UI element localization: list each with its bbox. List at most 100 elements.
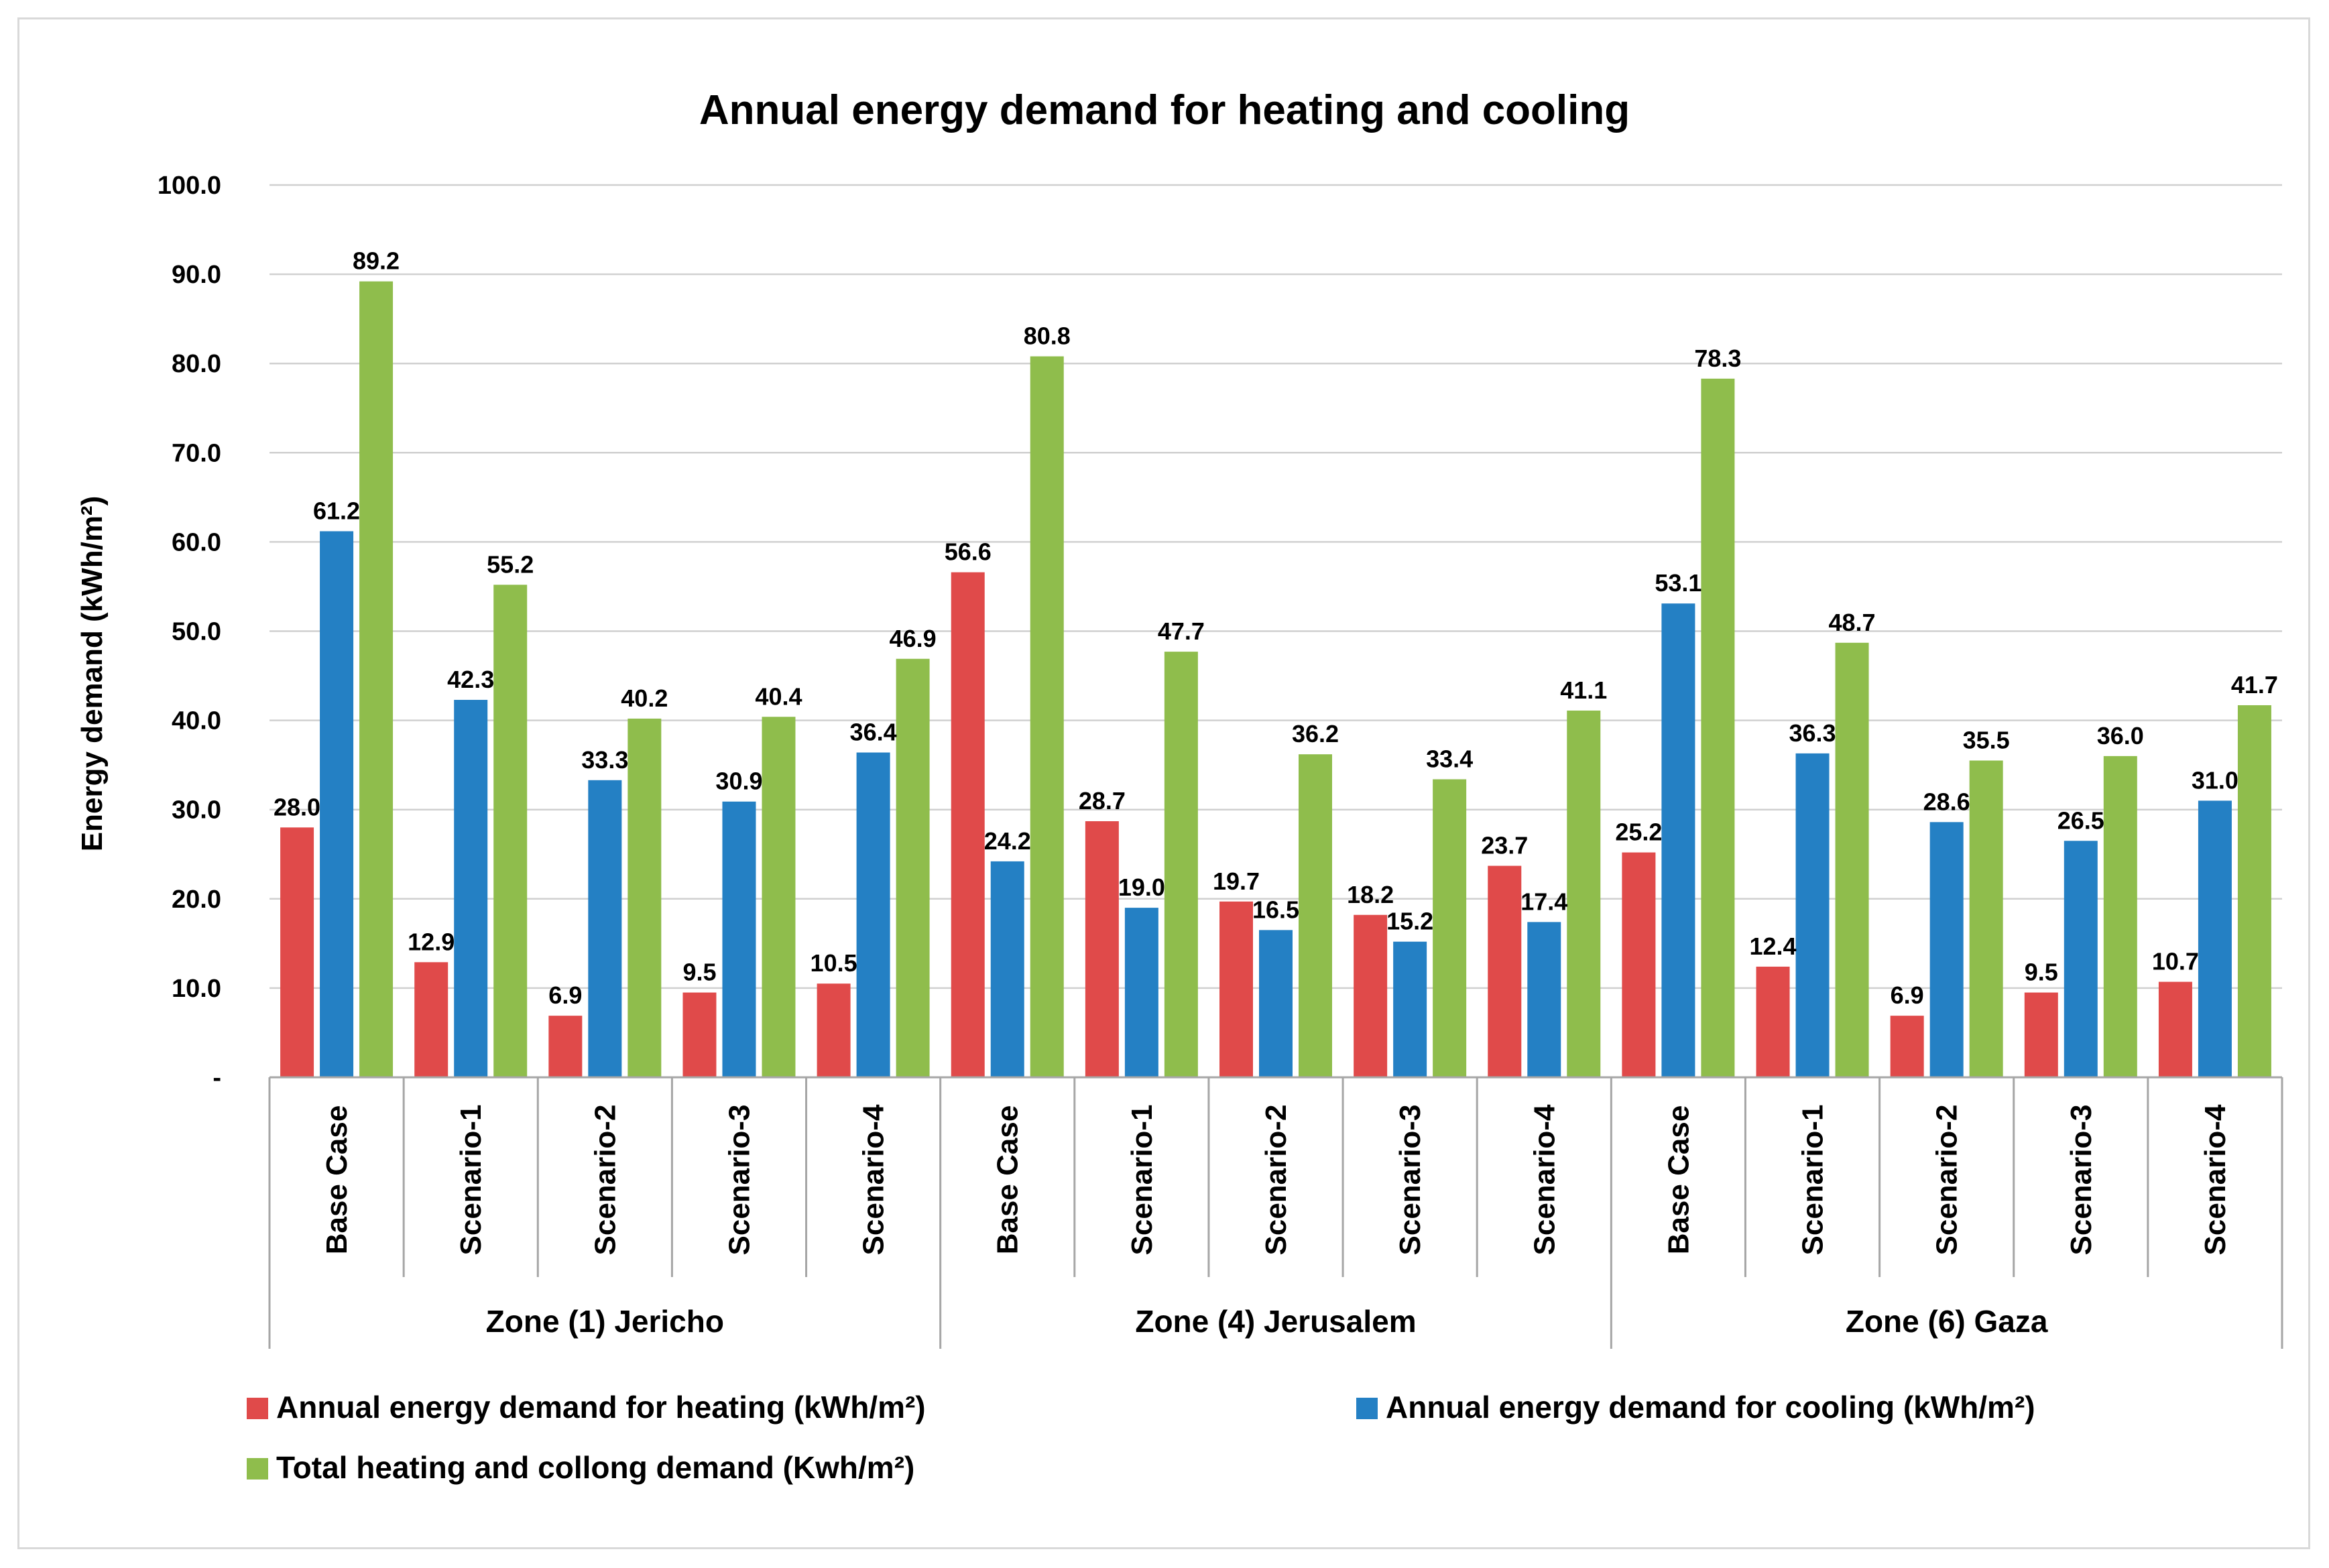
group-label: Zone (1) Jericho (486, 1304, 724, 1339)
bar-total (1433, 779, 1467, 1077)
y-tick-label: 70.0 (172, 439, 221, 467)
legend: Annual energy demand for heating (kWh/m²… (247, 1390, 2035, 1485)
data-label: 78.3 (1694, 345, 1741, 372)
data-label: 36.3 (1789, 719, 1836, 747)
bar-heating (548, 1016, 583, 1077)
bar-heating (2024, 992, 2058, 1077)
x-tick-label: Scenario-2 (1931, 1105, 1964, 1256)
data-label: 24.2 (984, 827, 1031, 855)
data-label: 19.7 (1213, 867, 1260, 895)
y-tick-label: 90.0 (172, 261, 221, 289)
x-tick-label: Scenario-3 (723, 1105, 756, 1256)
data-label: 10.7 (2152, 948, 2199, 975)
bar-heating (1085, 821, 1119, 1077)
bar-cooling (1795, 753, 1830, 1077)
data-label: 36.0 (2097, 722, 2144, 749)
bar-total (1835, 642, 1869, 1077)
data-label: 15.2 (1386, 908, 1433, 935)
bar-heating (951, 572, 985, 1077)
bar-heating (1488, 865, 1522, 1077)
data-label: 16.5 (1252, 896, 1299, 923)
x-tick-label: Scenario-1 (1126, 1105, 1158, 1256)
bar-total (359, 281, 394, 1077)
y-tick-label: 30.0 (172, 796, 221, 825)
bar-cooling (1393, 941, 1427, 1077)
bar-heating (1354, 914, 1388, 1077)
bar-total (1701, 378, 1735, 1077)
bar-cooling (588, 780, 622, 1077)
legend-swatch (1356, 1398, 1378, 1419)
group-label: Zone (4) Jerusalem (1135, 1304, 1416, 1339)
data-label: 33.4 (1426, 745, 1473, 772)
data-labels: 28.0 61.2 89.2 12.9 42.3 55.2 6.9 33.3 40.2 9.5 30… (274, 247, 2278, 1009)
group-label: Zone (6) Gaza (1846, 1304, 2048, 1339)
bar-cooling (454, 699, 488, 1077)
data-label: 33.3 (581, 746, 628, 774)
data-label: 56.6 (945, 538, 992, 566)
data-label: 12.9 (408, 928, 455, 955)
x-tick-label: Scenario-2 (1260, 1105, 1293, 1256)
x-tick-label: Scenario-4 (1528, 1104, 1561, 1256)
data-label: 36.2 (1292, 720, 1339, 747)
data-label: 6.9 (548, 981, 582, 1009)
y-tick-label: 80.0 (172, 350, 221, 378)
legend-label: Annual energy demand for heating (kWh/m²… (276, 1390, 926, 1425)
x-tick-label: Base Case (320, 1105, 353, 1255)
data-label: 9.5 (2025, 959, 2058, 986)
data-label: 19.0 (1118, 873, 1165, 901)
data-label: 12.4 (1749, 932, 1796, 960)
data-label: 46.9 (890, 625, 937, 652)
bar-heating (1219, 901, 1253, 1077)
data-label: 80.8 (1024, 322, 1071, 350)
bar-total (2103, 756, 2137, 1077)
x-tick-label: Scenario-3 (2065, 1105, 2098, 1256)
y-tick-label: 60.0 (172, 528, 221, 556)
bar-cooling (856, 752, 890, 1077)
bar-total (1969, 760, 2003, 1077)
x-tick-label: Scenario-1 (1797, 1105, 1830, 1256)
x-tick-label: Scenario-4 (857, 1104, 890, 1256)
data-label: 26.5 (2057, 806, 2104, 834)
data-label: 48.7 (1828, 609, 1875, 636)
data-label: 23.7 (1481, 832, 1528, 859)
bar-total (762, 717, 796, 1077)
data-label: 6.9 (1891, 981, 1924, 1009)
y-tick-label: 100.0 (158, 172, 221, 200)
data-label: 18.2 (1347, 881, 1394, 908)
y-tick-label: 50.0 (172, 618, 221, 646)
x-tick-label: Scenario-1 (455, 1105, 487, 1256)
bar-heating (817, 983, 851, 1077)
bar-cooling (2064, 841, 2098, 1077)
data-label: 47.7 (1158, 617, 1205, 645)
y-tick-label: 20.0 (172, 886, 221, 914)
bar-heating (682, 992, 717, 1077)
data-label: 53.1 (1655, 569, 1701, 597)
data-label: 30.9 (715, 768, 762, 795)
x-tick-label: Base Case (992, 1105, 1024, 1255)
chart-title: Annual energy demand for heating and coo… (699, 87, 1630, 133)
bar-cooling (990, 861, 1024, 1077)
data-label: 36.4 (850, 719, 897, 746)
bar-total (628, 718, 662, 1077)
bar-cooling (1259, 930, 1293, 1077)
y-tick-label: 40.0 (172, 707, 221, 735)
bar-cooling (1124, 908, 1158, 1077)
chart-frame (17, 17, 2310, 1549)
bar-cooling (320, 531, 354, 1077)
bar-total (2237, 705, 2271, 1077)
data-label: 42.3 (447, 666, 494, 693)
data-label: 9.5 (682, 959, 716, 986)
bar-heating (414, 962, 449, 1077)
x-tick-label: Scenario-2 (589, 1105, 621, 1256)
bar-total (493, 585, 528, 1077)
x-axis: Base Case Scenario-1 Scenario-2 Scenario-3 S… (268, 1076, 2283, 1349)
bar-heating (1622, 852, 1656, 1077)
bar-cooling (1929, 822, 1964, 1077)
bar-cooling (722, 801, 756, 1077)
data-label: 35.5 (1963, 726, 2010, 753)
data-label: 28.6 (1923, 788, 1970, 815)
bar-heating (280, 827, 314, 1077)
x-tick-label: Scenario-4 (2199, 1104, 2232, 1256)
data-label: 41.1 (1560, 676, 1607, 704)
